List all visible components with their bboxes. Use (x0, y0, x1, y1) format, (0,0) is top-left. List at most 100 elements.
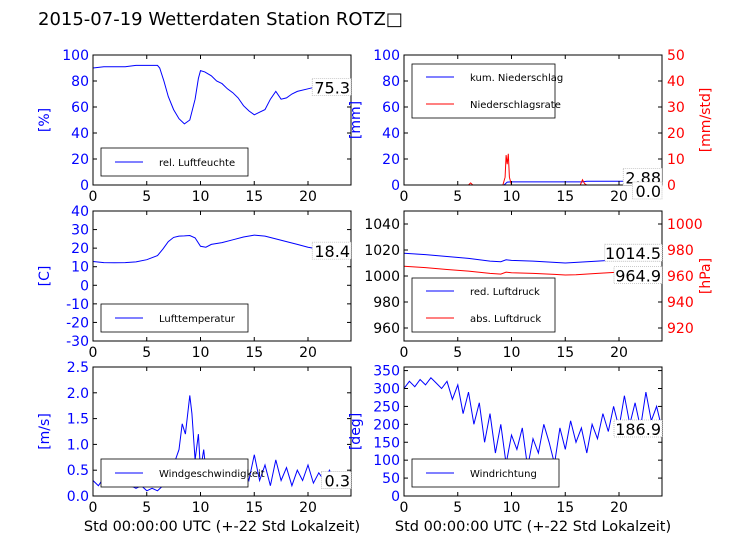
value-label-box (613, 419, 663, 438)
series-line-middle-right-1 (404, 265, 662, 276)
y-tick-label: 980 (373, 295, 400, 311)
x-tick-label: 20 (299, 500, 317, 516)
x-tick-label: 5 (142, 500, 151, 516)
y-tick-label: 80 (71, 74, 89, 90)
value-label: 0.3 (325, 472, 350, 491)
plot-frame (92, 366, 352, 497)
y-tick-label: 0 (80, 178, 89, 194)
y-tick-label: 300 (373, 382, 400, 398)
x-tick-label: 15 (245, 345, 263, 361)
series-line-top-right-1 (404, 153, 662, 185)
y-tick-label: 40 (382, 126, 400, 142)
y-tick-label: 350 (373, 364, 400, 380)
y-tick-label: 60 (382, 100, 400, 116)
y-tick-label: 960 (373, 321, 400, 337)
y-axis-label: [%] (37, 108, 53, 132)
x-tick-label: 15 (556, 500, 574, 516)
x-axis-label: Std 00:00:00 UTC (+-22 Std Lokalzeit) (395, 519, 671, 535)
y-tick-label: 1.0 (67, 437, 89, 453)
y-tick-label: 0.5 (67, 463, 89, 479)
y-axis-label-right: [hPa] (698, 258, 714, 294)
y-tick-label-right: 10 (667, 152, 685, 168)
x-tick-label: 15 (245, 189, 263, 205)
panel-middle-right: 0 5 10 15 20 960 980 1000 1020 1040 920 940 960 980 10… (364, 210, 714, 361)
plot-frame (403, 54, 663, 186)
y-tick-label: -10 (66, 297, 89, 313)
legend-label: Lufttemperatur (159, 314, 236, 325)
x-tick-label: 0 (400, 500, 409, 516)
value-label-box (311, 78, 352, 96)
legend-label: Niederschlagsrate (470, 100, 561, 111)
x-tick-label: 10 (192, 345, 210, 361)
y-tick-label: 2.0 (67, 386, 89, 402)
legend-label: red. Luftdruck (470, 287, 540, 298)
series-line-top-left-0 (93, 64, 351, 125)
y-axis-label: [deg] (348, 413, 364, 450)
panel-top-right: 0 5 10 15 20 0 20 40 60 80 100 0 10 20 30 40 50 [mm] [mm/s… (348, 48, 714, 205)
x-tick-label: 10 (503, 500, 521, 516)
y-tick-label: 40 (71, 204, 89, 220)
y-tick-label: 1000 (364, 269, 400, 285)
legend-box (411, 63, 556, 119)
x-tick-label: 20 (299, 345, 317, 361)
y-tick-label-right: 960 (667, 269, 694, 285)
y-tick-label: -30 (66, 334, 89, 350)
y-tick-label: -20 (66, 315, 89, 331)
y-tick-label: 1020 (364, 243, 400, 259)
legend-label: kum. Niederschlag (470, 73, 563, 84)
x-tick-label: 20 (610, 189, 628, 205)
legend-box (411, 277, 556, 333)
y-tick-label-right: 940 (667, 295, 694, 311)
y-tick-label: 10 (71, 260, 89, 276)
series-line-middle-left-0 (93, 234, 351, 264)
x-tick-label: 5 (142, 189, 151, 205)
y-tick-label: 60 (71, 100, 89, 116)
y-tick-label-right: 30 (667, 100, 685, 116)
y-tick-label-right: 1000 (667, 217, 703, 233)
x-tick-label: 10 (192, 189, 210, 205)
x-tick-label: 0 (89, 345, 98, 361)
y-tick-label: 0 (80, 278, 89, 294)
legend-label: rel. Luftfeuchte (159, 158, 235, 169)
value-label: 964.9 (615, 267, 661, 286)
y-tick-label: 100 (373, 453, 400, 469)
x-tick-label: 5 (453, 345, 462, 361)
y-tick-label-right: 50 (667, 48, 685, 64)
value-label-box (613, 266, 663, 284)
y-tick-label-right: 920 (667, 321, 694, 337)
x-tick-label: 0 (89, 500, 98, 516)
panel-top-left: 0 5 10 15 20 0 20 40 60 80 100 [%] rel. Luftfeuchte 7… (37, 48, 352, 205)
legend-label: abs. Luftdruck (470, 314, 541, 325)
value-label: 0.0 (636, 182, 661, 201)
legend-label: Windgeschwindigkeit (159, 469, 265, 480)
panel-middle-left: 0 5 10 15 20 -30 -20 -10 0 10 20 30 40 [C] Lufttempera… (37, 204, 352, 361)
y-tick-label-right: 20 (667, 126, 685, 142)
x-axis-label: Std 00:00:00 UTC (+-22 Std Lokalzeit) (84, 519, 360, 535)
y-tick-label: 30 (71, 223, 89, 239)
y-tick-label: 100 (62, 48, 89, 64)
y-axis-label: [mm] (348, 101, 364, 139)
value-label-box (632, 181, 663, 200)
y-tick-label: 40 (71, 126, 89, 142)
y-tick-label: 2.5 (67, 360, 89, 376)
value-label-box (311, 241, 352, 260)
x-tick-label: 5 (453, 500, 462, 516)
value-label-box (622, 167, 663, 186)
value-label: 1014.5 (605, 244, 661, 263)
x-tick-label: 10 (503, 189, 521, 205)
value-label: 186.9 (615, 420, 661, 439)
y-tick-label-right: 980 (667, 243, 694, 259)
x-tick-label: 0 (400, 345, 409, 361)
x-tick-label: 15 (556, 345, 574, 361)
y-tick-label: 50 (382, 471, 400, 487)
x-tick-label: 20 (610, 500, 628, 516)
y-tick-label: 20 (382, 152, 400, 168)
y-tick-label: 80 (382, 74, 400, 90)
value-label-box (604, 243, 663, 262)
y-tick-label: 200 (373, 417, 400, 433)
y-tick-label: 0 (391, 178, 400, 194)
y-tick-label-right: 40 (667, 74, 685, 90)
y-tick-label: 1040 (364, 217, 400, 233)
y-tick-label: 0 (391, 489, 400, 505)
